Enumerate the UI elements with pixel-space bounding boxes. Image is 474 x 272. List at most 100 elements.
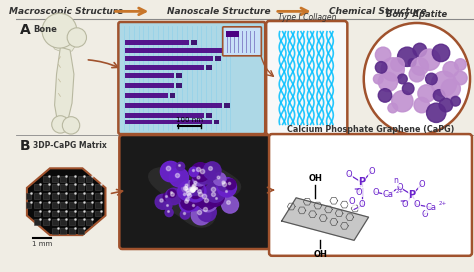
Circle shape — [213, 196, 221, 204]
Circle shape — [188, 183, 203, 199]
Circle shape — [155, 194, 170, 209]
Circle shape — [391, 58, 404, 71]
FancyBboxPatch shape — [223, 27, 261, 56]
Circle shape — [203, 162, 221, 180]
Text: O: O — [368, 167, 375, 176]
Circle shape — [193, 187, 212, 206]
Circle shape — [381, 58, 404, 81]
FancyBboxPatch shape — [125, 94, 168, 98]
Text: 3DP-CaPG Matrix: 3DP-CaPG Matrix — [33, 141, 107, 150]
Circle shape — [168, 189, 176, 197]
FancyBboxPatch shape — [78, 184, 83, 190]
FancyBboxPatch shape — [230, 48, 236, 53]
Circle shape — [188, 180, 202, 195]
Circle shape — [52, 116, 69, 133]
Circle shape — [455, 59, 466, 70]
Circle shape — [192, 185, 210, 202]
FancyBboxPatch shape — [125, 40, 189, 45]
Circle shape — [189, 186, 201, 197]
Circle shape — [191, 177, 203, 190]
Text: O: O — [402, 200, 409, 209]
Circle shape — [185, 182, 204, 202]
FancyBboxPatch shape — [34, 184, 40, 190]
Circle shape — [206, 188, 224, 206]
FancyBboxPatch shape — [86, 202, 92, 208]
Text: =: = — [353, 186, 359, 192]
Circle shape — [398, 47, 417, 66]
Circle shape — [205, 182, 225, 202]
FancyBboxPatch shape — [206, 113, 212, 118]
Text: OH: OH — [313, 250, 327, 259]
Circle shape — [197, 189, 217, 209]
Text: P: P — [409, 190, 416, 200]
Circle shape — [378, 89, 392, 102]
Circle shape — [181, 194, 197, 210]
Circle shape — [192, 185, 201, 194]
FancyBboxPatch shape — [170, 94, 175, 98]
Circle shape — [189, 187, 199, 197]
Text: O: O — [349, 197, 356, 206]
Circle shape — [413, 43, 427, 57]
Circle shape — [439, 98, 453, 112]
Circle shape — [433, 90, 445, 101]
FancyBboxPatch shape — [125, 66, 204, 70]
Circle shape — [180, 191, 190, 201]
FancyBboxPatch shape — [125, 73, 174, 78]
FancyBboxPatch shape — [60, 193, 66, 199]
Circle shape — [378, 72, 398, 92]
Circle shape — [165, 209, 173, 217]
Circle shape — [213, 173, 226, 185]
Text: 100 nm: 100 nm — [176, 118, 203, 123]
Circle shape — [179, 196, 196, 212]
Text: O: O — [356, 187, 362, 197]
Circle shape — [427, 103, 446, 122]
Circle shape — [176, 162, 184, 171]
FancyBboxPatch shape — [86, 193, 92, 199]
Text: 2+: 2+ — [439, 201, 447, 206]
Ellipse shape — [364, 23, 470, 135]
FancyBboxPatch shape — [125, 103, 222, 108]
Text: A: A — [20, 23, 31, 37]
Circle shape — [182, 188, 201, 207]
Polygon shape — [51, 38, 76, 53]
Circle shape — [189, 186, 201, 198]
Circle shape — [178, 182, 196, 200]
FancyBboxPatch shape — [214, 120, 219, 124]
FancyBboxPatch shape — [215, 56, 221, 61]
FancyBboxPatch shape — [52, 211, 57, 217]
Circle shape — [418, 85, 435, 102]
Circle shape — [189, 180, 203, 195]
Text: O: O — [372, 187, 379, 197]
FancyBboxPatch shape — [34, 193, 40, 199]
Circle shape — [375, 62, 387, 73]
Circle shape — [432, 44, 450, 62]
FancyBboxPatch shape — [43, 176, 49, 182]
Text: 1 mm: 1 mm — [32, 241, 52, 247]
FancyBboxPatch shape — [206, 66, 212, 70]
Text: P: P — [358, 177, 365, 187]
Text: Ca: Ca — [426, 203, 437, 212]
Text: =: = — [400, 199, 405, 205]
Circle shape — [186, 185, 196, 195]
Circle shape — [374, 74, 383, 84]
Circle shape — [225, 179, 236, 190]
FancyBboxPatch shape — [26, 202, 31, 208]
FancyBboxPatch shape — [43, 219, 49, 225]
Circle shape — [67, 28, 86, 47]
Text: n: n — [393, 176, 398, 185]
FancyBboxPatch shape — [78, 202, 83, 208]
FancyBboxPatch shape — [69, 211, 75, 217]
FancyBboxPatch shape — [60, 228, 66, 234]
FancyBboxPatch shape — [86, 176, 92, 182]
Text: Bony Apatite: Bony Apatite — [386, 10, 447, 19]
Circle shape — [185, 181, 206, 202]
FancyBboxPatch shape — [125, 48, 228, 53]
FancyBboxPatch shape — [43, 184, 49, 190]
Circle shape — [414, 97, 429, 113]
Polygon shape — [149, 166, 241, 227]
Circle shape — [411, 58, 428, 75]
FancyBboxPatch shape — [69, 219, 75, 225]
Circle shape — [185, 183, 203, 202]
FancyBboxPatch shape — [52, 202, 57, 208]
Text: O: O — [414, 200, 420, 209]
